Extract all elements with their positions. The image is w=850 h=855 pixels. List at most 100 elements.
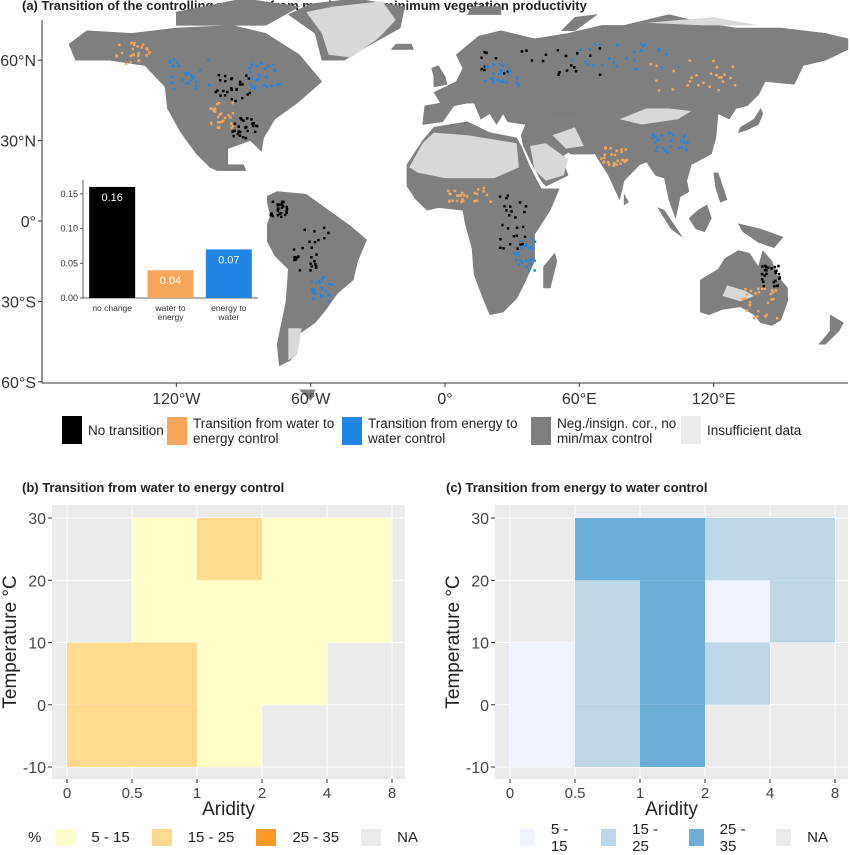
speckle bbox=[524, 243, 528, 246]
speckle bbox=[216, 89, 219, 92]
map-legend-swatch bbox=[342, 417, 362, 445]
heatmap-cell bbox=[575, 642, 640, 705]
speckle bbox=[250, 85, 254, 88]
speckle bbox=[518, 201, 522, 204]
speckle bbox=[533, 240, 537, 243]
speckle bbox=[556, 49, 560, 52]
speckle bbox=[624, 148, 628, 151]
speckle bbox=[223, 94, 227, 97]
speckle bbox=[651, 133, 655, 136]
speckle bbox=[503, 205, 506, 208]
y-tick-label: 0 bbox=[37, 698, 46, 715]
speckle bbox=[292, 248, 296, 251]
speckle bbox=[484, 79, 487, 83]
map-legend-label: Neg./insign. cor., no min/max control bbox=[557, 416, 677, 446]
speckle bbox=[262, 84, 265, 87]
speckle bbox=[312, 297, 315, 300]
speckle bbox=[460, 200, 463, 204]
x-tick-label: 8 bbox=[831, 785, 839, 802]
x-tick-label: 0.5 bbox=[122, 785, 143, 802]
speckle bbox=[498, 72, 501, 76]
legend-b-label-2: 15 - 25 bbox=[187, 829, 235, 846]
speckle bbox=[124, 62, 128, 65]
y-tick-label: 20 bbox=[28, 573, 46, 590]
speckle bbox=[763, 268, 767, 272]
speckle bbox=[297, 255, 300, 258]
speckle bbox=[242, 119, 245, 122]
speckle bbox=[506, 227, 510, 230]
speckle bbox=[485, 65, 488, 68]
speckle bbox=[473, 199, 476, 203]
speckle bbox=[231, 101, 234, 105]
speckle bbox=[603, 153, 606, 156]
speckle bbox=[230, 126, 233, 129]
speckle bbox=[276, 209, 280, 213]
speckle bbox=[619, 162, 622, 165]
inset-bar-value: 0.04 bbox=[160, 275, 181, 287]
speckle bbox=[168, 59, 172, 63]
speckle bbox=[501, 64, 504, 68]
speckle bbox=[233, 122, 237, 126]
x-tick-label: 2 bbox=[701, 785, 709, 802]
y-tick-label: 10 bbox=[28, 636, 46, 653]
speckle bbox=[310, 256, 313, 259]
heatmap-cell bbox=[262, 580, 327, 643]
heatmap-cell bbox=[640, 580, 705, 643]
speckle bbox=[654, 135, 657, 138]
speckle bbox=[314, 266, 318, 269]
speckle bbox=[519, 246, 523, 250]
speckle bbox=[238, 83, 242, 86]
speckle bbox=[505, 196, 508, 200]
speckle bbox=[557, 73, 560, 76]
y-tick-label: 20 bbox=[471, 573, 489, 590]
speckle bbox=[515, 76, 519, 80]
speckle bbox=[245, 74, 248, 77]
inset-y-tick-label: 0.10 bbox=[60, 224, 78, 234]
y-tick-label: -10 bbox=[466, 760, 489, 777]
speckle bbox=[583, 60, 587, 63]
map-legend-label: Transition from water to energy control bbox=[193, 416, 335, 446]
x-tick-label: 0 bbox=[506, 785, 514, 802]
speckle bbox=[131, 53, 135, 56]
speckle bbox=[256, 64, 259, 68]
speckle bbox=[623, 159, 626, 163]
speckle bbox=[541, 59, 545, 63]
dry-greenland-ice bbox=[306, 1, 396, 58]
speckle bbox=[173, 88, 176, 91]
speckle bbox=[185, 73, 188, 76]
speckle bbox=[298, 269, 302, 272]
speckle bbox=[525, 244, 528, 247]
speckle bbox=[238, 134, 242, 137]
speckle bbox=[774, 289, 778, 292]
speckle bbox=[218, 121, 222, 124]
x-tick-label: 1 bbox=[193, 785, 201, 802]
speckle bbox=[757, 291, 761, 294]
heatmap-cell bbox=[640, 642, 705, 705]
map-legend-swatch bbox=[62, 416, 82, 444]
speckle bbox=[763, 274, 766, 277]
speckle bbox=[755, 315, 759, 318]
speckle bbox=[226, 90, 229, 94]
speckle bbox=[592, 64, 595, 67]
heatmap-cell bbox=[705, 580, 770, 643]
speckle bbox=[765, 269, 768, 272]
heatmap-cell bbox=[197, 518, 262, 581]
speckle bbox=[278, 83, 281, 86]
speckle bbox=[239, 117, 242, 120]
speckle bbox=[612, 164, 615, 167]
speckle bbox=[303, 228, 306, 232]
speckle bbox=[215, 102, 219, 106]
speckle bbox=[315, 265, 318, 268]
speckle bbox=[267, 64, 270, 68]
heatmap-cell bbox=[197, 580, 262, 643]
speckle bbox=[690, 76, 693, 79]
speckle bbox=[255, 124, 259, 128]
speckle bbox=[508, 243, 512, 246]
speckle bbox=[512, 251, 516, 254]
speckle bbox=[315, 253, 318, 256]
speckle bbox=[271, 200, 275, 204]
speckle bbox=[485, 51, 488, 55]
speckle bbox=[697, 83, 700, 87]
legend-b-label-3: 25 - 35 bbox=[292, 829, 340, 846]
speckle bbox=[656, 146, 659, 149]
